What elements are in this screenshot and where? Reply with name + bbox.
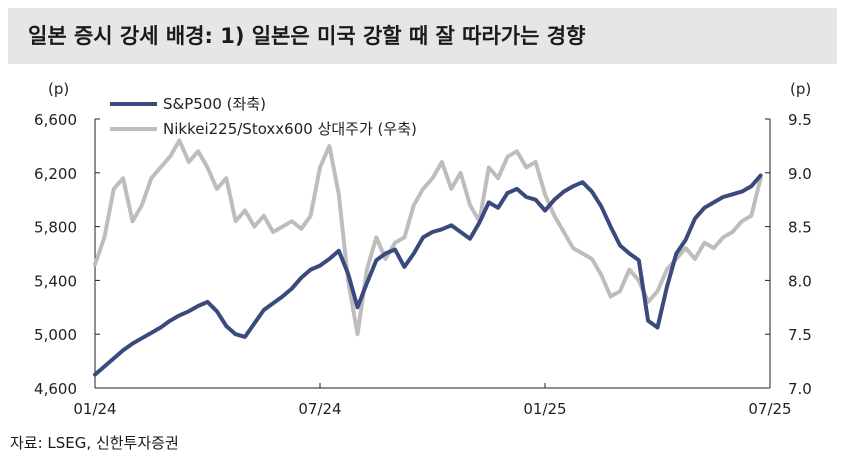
left-tick-label: 6,600 bbox=[34, 111, 77, 129]
series-layer bbox=[93, 138, 763, 377]
left-tick-label: 5,000 bbox=[34, 326, 77, 344]
left-tick-label: 5,800 bbox=[34, 219, 77, 237]
right-tick-label: 8.5 bbox=[788, 219, 812, 237]
right-tick-label: 7.0 bbox=[788, 380, 812, 398]
title-bar: 일본 증시 강세 배경: 1) 일본은 미국 강할 때 잘 따라가는 경향 bbox=[8, 8, 837, 64]
chart-title: 일본 증시 강세 배경: 1) 일본은 미국 강할 때 잘 따라가는 경향 bbox=[28, 24, 586, 48]
legend-label-sp500: S&P500 (좌축) bbox=[163, 95, 266, 113]
right-tick-label: 9.0 bbox=[788, 165, 812, 183]
right-tick-label: 9.5 bbox=[788, 111, 812, 129]
axes: (p) (p) 4,600 5,000 5,400 5,800 6,200 6,600 7.0 7… bbox=[34, 80, 812, 418]
right-tick-label: 7.5 bbox=[788, 326, 812, 344]
left-tick-label: 4,600 bbox=[34, 380, 77, 398]
x-tick-label: 07/25 bbox=[748, 400, 791, 418]
series-line-sp500 bbox=[93, 173, 763, 377]
series-line-nikkei-stoxx bbox=[93, 138, 763, 337]
right-tick-label: 8.0 bbox=[788, 272, 812, 290]
left-axis-unit: (p) bbox=[48, 80, 69, 98]
x-tick-label: 01/24 bbox=[73, 400, 116, 418]
left-tick-label: 5,400 bbox=[34, 272, 77, 290]
left-tick-label: 6,200 bbox=[34, 165, 77, 183]
line-chart: (p) (p) 4,600 5,000 5,400 5,800 6,200 6,600 7.0 7… bbox=[34, 80, 812, 418]
x-tick-label: 01/25 bbox=[523, 400, 566, 418]
source-note: 자료: LSEG, 신한투자증권 bbox=[10, 434, 179, 452]
legend: S&P500 (좌축) Nikkei225/Stoxx600 상대주가 (우축) bbox=[110, 95, 417, 138]
x-tick-label: 07/24 bbox=[298, 400, 341, 418]
legend-label-nikkei-stoxx: Nikkei225/Stoxx600 상대주가 (우축) bbox=[163, 120, 417, 138]
right-axis-unit: (p) bbox=[790, 80, 811, 98]
